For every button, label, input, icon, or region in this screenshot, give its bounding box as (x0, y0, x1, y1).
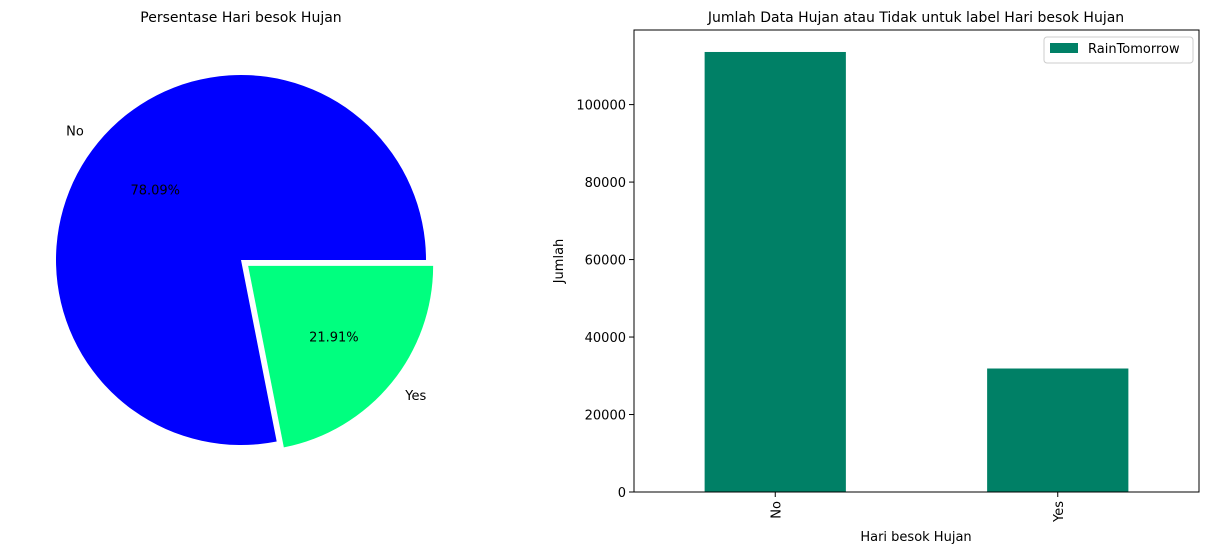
legend-label: RainTomorrow (1088, 42, 1180, 57)
pie-label-no: No (66, 125, 84, 140)
pie-pct-no: 78.09% (130, 183, 180, 198)
bar-no (704, 51, 846, 493)
pie-slice-yes (248, 265, 434, 448)
y-tick-label: 20000 (585, 409, 626, 424)
bars (704, 51, 1129, 493)
pie-pct-yes: 21.91% (309, 330, 359, 345)
x-tick-label: No (769, 501, 784, 519)
y-axis-label: Jumlah (552, 239, 567, 285)
y-tick-label: 40000 (585, 331, 626, 346)
y-tick-label: 60000 (585, 254, 626, 269)
y-tick-label: 0 (618, 486, 626, 501)
x-axis-label: Hari besok Hujan (860, 530, 971, 545)
x-axis: No Yes (769, 492, 1067, 523)
y-axis: 0 20000 40000 60000 80000 100000 (576, 99, 634, 501)
pie-slices (55, 75, 434, 448)
y-tick-label: 100000 (576, 99, 626, 114)
plot-frame (633, 29, 1200, 493)
pie-labels: No 78.09% Yes 21.91% (66, 125, 426, 404)
legend-swatch (1050, 43, 1078, 53)
pie-label-yes: Yes (404, 389, 426, 404)
y-tick-label: 80000 (585, 176, 626, 191)
pie-title: Persentase Hari besok Hujan (140, 10, 341, 26)
x-tick-label: Yes (1052, 501, 1067, 523)
pie-slice-no (55, 75, 426, 445)
legend: RainTomorrow (1043, 36, 1194, 64)
bar-title: Jumlah Data Hujan atau Tidak untuk label… (707, 10, 1124, 26)
pie-chart: Persentase Hari besok Hujan No 78.09% Yes 2… (55, 10, 434, 448)
legend-box (1043, 36, 1194, 64)
bar-chart: Jumlah Data Hujan atau Tidak untuk label… (552, 10, 1200, 545)
bar-yes (987, 368, 1129, 492)
